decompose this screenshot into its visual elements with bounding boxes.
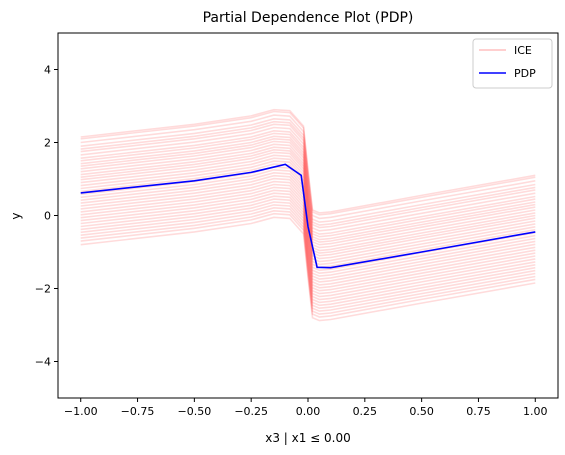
ice-line bbox=[80, 123, 536, 229]
x-axis: −1.00 −0.75 −0.50 −0.25 0.00 0.25 0.50 0.75 1.00 bbox=[64, 398, 548, 418]
ice-line bbox=[80, 212, 536, 318]
chart-title: Partial Dependence Plot (PDP) bbox=[203, 10, 414, 26]
x-tick-label: 0.50 bbox=[409, 405, 434, 418]
ice-line bbox=[80, 189, 536, 295]
ice-line bbox=[80, 201, 536, 307]
ice-line bbox=[80, 117, 536, 223]
ice-line bbox=[80, 206, 536, 312]
ice-line bbox=[80, 129, 536, 235]
ice-line bbox=[80, 204, 536, 310]
ice-line bbox=[80, 160, 536, 266]
pdp-line bbox=[80, 163, 536, 269]
x-tick-label: 0.75 bbox=[466, 405, 491, 418]
ice-line bbox=[80, 132, 536, 238]
y-axis-label: y bbox=[9, 212, 23, 219]
x-tick-label: 0.25 bbox=[353, 405, 378, 418]
ice-line bbox=[80, 114, 536, 220]
y-axis: −4 −2 0 2 4 bbox=[35, 64, 58, 369]
legend-box bbox=[472, 38, 553, 89]
ice-line bbox=[80, 120, 536, 226]
ice-line bbox=[80, 192, 536, 298]
ice-line bbox=[80, 140, 536, 246]
ice-line bbox=[80, 108, 536, 214]
x-tick-label: 0.00 bbox=[296, 405, 321, 418]
ice-line bbox=[80, 148, 536, 254]
ice-line bbox=[80, 198, 536, 304]
ice-line bbox=[80, 135, 536, 241]
y-tick-label: −2 bbox=[35, 283, 51, 296]
ice-line bbox=[80, 163, 536, 269]
legend: ICE PDP bbox=[472, 38, 553, 89]
pdp-series bbox=[80, 163, 536, 269]
ice-line bbox=[80, 157, 536, 263]
ice-line bbox=[80, 137, 536, 243]
y-tick-label: −4 bbox=[35, 356, 51, 369]
ice-line bbox=[80, 143, 536, 249]
legend-pdp-label: PDP bbox=[514, 67, 536, 80]
ice-line bbox=[80, 110, 536, 216]
ice-line bbox=[80, 177, 536, 283]
x-tick-label: −0.25 bbox=[234, 405, 268, 418]
ice-line bbox=[80, 183, 536, 289]
ice-line bbox=[80, 154, 536, 260]
x-tick-label: −0.75 bbox=[121, 405, 155, 418]
ice-line bbox=[80, 186, 536, 292]
ice-lines bbox=[80, 108, 536, 322]
ice-line bbox=[80, 209, 536, 315]
ice-line bbox=[80, 180, 536, 286]
y-tick-label: 2 bbox=[44, 137, 51, 150]
ice-line bbox=[80, 126, 536, 232]
legend-ice-label: ICE bbox=[514, 44, 532, 57]
x-tick-label: 1.00 bbox=[523, 405, 548, 418]
ice-line bbox=[80, 151, 536, 257]
y-tick-label: 0 bbox=[44, 210, 51, 223]
ice-line bbox=[80, 216, 536, 322]
y-tick-label: 4 bbox=[44, 64, 51, 77]
ice-line bbox=[80, 195, 536, 301]
x-tick-label: −0.50 bbox=[178, 405, 212, 418]
ice-line bbox=[80, 146, 536, 252]
x-tick-label: −1.00 bbox=[64, 405, 98, 418]
x-axis-label: x3 | x1 ≤ 0.00 bbox=[265, 431, 351, 445]
